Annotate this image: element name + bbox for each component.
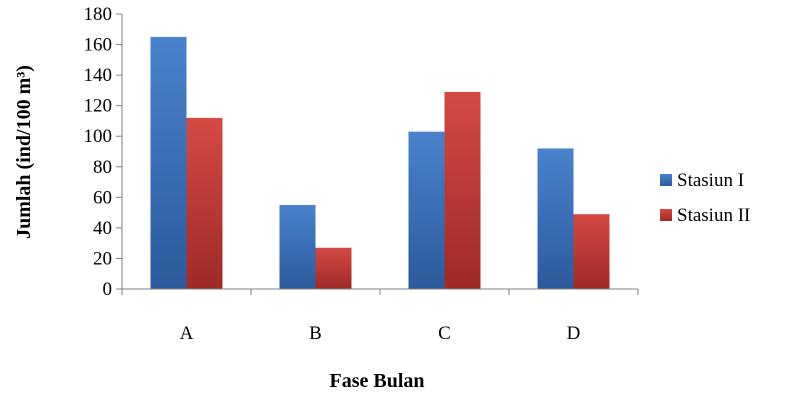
bar-c-series-1 (408, 131, 445, 289)
legend-swatch-series-2 (660, 209, 672, 221)
bar-d-series-2 (573, 214, 610, 289)
y-tick-label: 140 (84, 65, 113, 86)
y-tick-label: 100 (84, 126, 113, 147)
y-axis-title: Jumlah (ind/100 m³) (13, 65, 35, 239)
legend-swatch-series-1 (660, 174, 672, 186)
y-tick-label: 60 (93, 187, 112, 208)
y-tick-label: 40 (93, 218, 112, 239)
legend-label-series-2: Stasiun II (677, 205, 750, 226)
x-tick-label: B (309, 323, 322, 344)
legend-label-series-1: Stasiun I (677, 170, 744, 191)
bar-a-series-1 (150, 36, 187, 289)
y-axis-ticks: 0 20 40 60 80 100 120 140 160 180 (84, 4, 122, 300)
bar-b-series-2 (315, 247, 352, 289)
bar-c-series-2 (444, 91, 481, 290)
bar-b-series-1 (279, 204, 316, 289)
x-tick-label: C (438, 323, 451, 344)
y-tick-label: 120 (84, 96, 113, 117)
legend: Stasiun I Stasiun II (660, 170, 750, 226)
bars (150, 36, 610, 290)
y-tick-label: 160 (84, 35, 113, 56)
y-tick-label: 180 (84, 4, 113, 25)
x-tick-label: D (567, 323, 581, 344)
y-tick-label: 0 (103, 279, 113, 300)
bar-d-series-1 (537, 148, 574, 289)
x-axis-title: Fase Bulan (329, 370, 424, 392)
bar-a-series-2 (186, 117, 223, 289)
x-tick-label: A (180, 323, 194, 344)
x-axis-ticks: A B C D (121, 289, 639, 344)
y-tick-label: 80 (93, 157, 112, 178)
y-tick-label: 20 (93, 248, 112, 269)
